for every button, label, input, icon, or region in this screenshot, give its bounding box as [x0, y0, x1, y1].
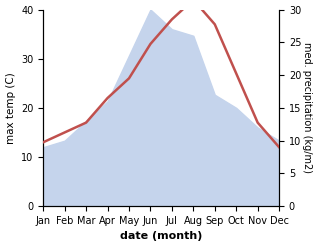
X-axis label: date (month): date (month) [120, 231, 202, 242]
Y-axis label: med. precipitation (kg/m2): med. precipitation (kg/m2) [302, 42, 313, 173]
Y-axis label: max temp (C): max temp (C) [5, 72, 16, 144]
